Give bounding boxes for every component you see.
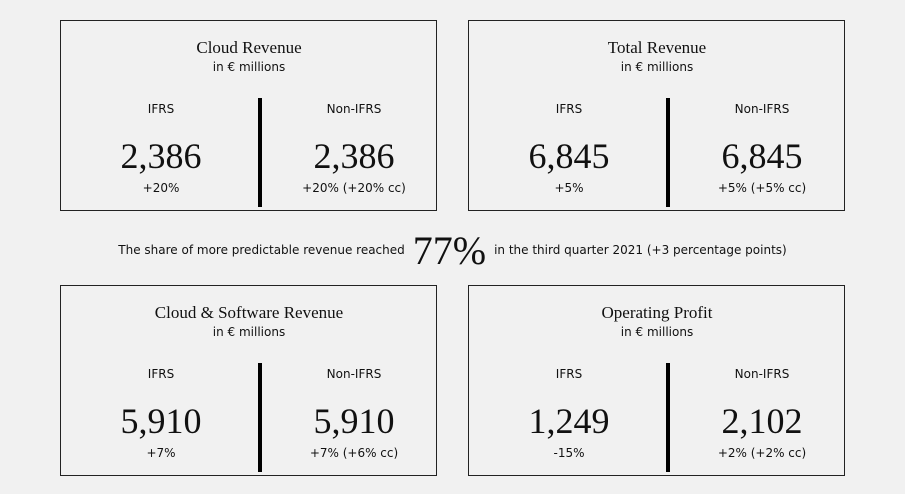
card-subtitle: in € millions xyxy=(212,60,286,74)
column-label: Non-IFRS xyxy=(734,102,790,116)
kpi-change: +5% xyxy=(554,181,584,195)
highlight-prefix: The share of more predictable revenue re… xyxy=(118,243,405,257)
divider xyxy=(666,98,670,207)
kpi-change: +7% xyxy=(146,446,176,460)
kpi-value: 1,249 xyxy=(528,401,610,441)
column-label: IFRS xyxy=(147,102,175,116)
card-title: Operating Profit xyxy=(601,303,713,322)
card-subtitle: in € millions xyxy=(620,60,694,74)
kpi-change: +20% xyxy=(142,181,180,195)
highlight: The share of more predictable revenue re… xyxy=(0,227,905,273)
card-title: Total Revenue xyxy=(607,38,707,57)
kpi-change: -15% xyxy=(553,446,585,460)
kpi-value: 2,102 xyxy=(721,401,803,441)
column-label: IFRS xyxy=(555,367,583,381)
divider xyxy=(666,363,670,472)
kpi-change: +5% (+5% cc) xyxy=(717,181,807,195)
column-label: IFRS xyxy=(147,367,175,381)
card-subtitle: in € millions xyxy=(620,325,694,339)
column-label: IFRS xyxy=(555,102,583,116)
column-label: Non-IFRS xyxy=(326,102,382,116)
highlight-suffix: in the third quarter 2021 (+3 percentage… xyxy=(494,243,787,257)
card-subtitle: in € millions xyxy=(212,325,286,339)
kpi-change: +7% (+6% cc) xyxy=(309,446,399,460)
kpi-value: 2,386 xyxy=(120,136,202,176)
highlight-value: 77% xyxy=(412,227,487,273)
divider xyxy=(258,363,262,472)
kpi-value: 6,845 xyxy=(721,136,803,176)
kpi-card: Total Revenue in € millions IFRS 6,845 +5% No… xyxy=(468,20,845,211)
column-label: Non-IFRS xyxy=(734,367,790,381)
column-label: Non-IFRS xyxy=(326,367,382,381)
kpi-value: 2,386 xyxy=(313,136,395,176)
divider xyxy=(258,98,262,207)
card-title: Cloud & Software Revenue xyxy=(154,303,344,322)
kpi-card: Cloud & Software Revenue in € millions IFR… xyxy=(60,285,437,476)
kpi-card: Cloud Revenue in € millions IFRS 2,386 +20% N… xyxy=(60,20,437,211)
kpi-change: +2% (+2% cc) xyxy=(717,446,807,460)
kpi-value: 5,910 xyxy=(120,401,202,441)
kpi-card: Operating Profit in € millions IFRS 1,249 -1… xyxy=(468,285,845,476)
kpi-value: 6,845 xyxy=(528,136,610,176)
kpi-change: +20% (+20% cc) xyxy=(302,181,406,195)
kpi-value: 5,910 xyxy=(313,401,395,441)
card-title: Cloud Revenue xyxy=(196,38,302,57)
